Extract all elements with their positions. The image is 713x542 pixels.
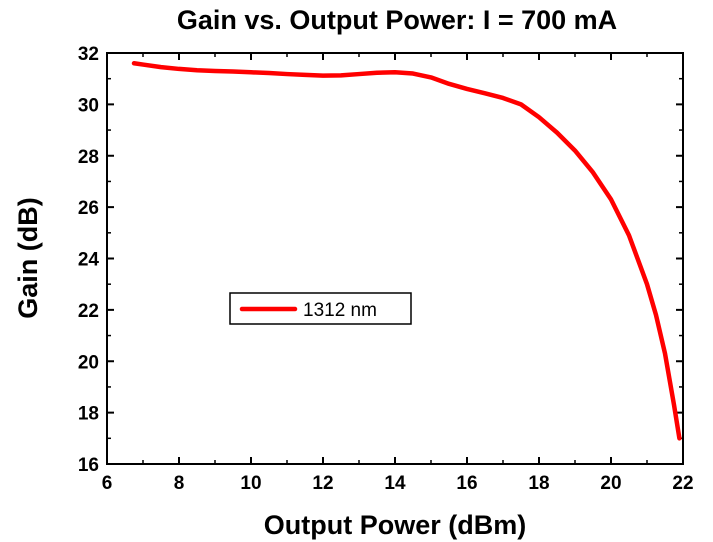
- x-tick-label: 16: [456, 473, 477, 494]
- plot-area: [106, 52, 684, 465]
- y-tick-label: 26: [78, 198, 99, 219]
- chart-title: Gain vs. Output Power: I = 700 mA: [177, 5, 617, 35]
- y-tick-label: 28: [78, 147, 99, 168]
- y-tick-label: 16: [78, 455, 99, 476]
- x-tick-label: 20: [600, 473, 621, 494]
- x-tick-label: 6: [102, 473, 113, 494]
- axis-ticks: 6 8 10 12 14 16 18 20 22 16 18 20 22 24 26 28 30 32: [78, 44, 694, 494]
- y-tick-label: 32: [78, 44, 99, 65]
- y-tick-label: 22: [78, 301, 99, 322]
- x-tick-label: 8: [174, 473, 185, 494]
- x-tick-label: 10: [240, 473, 261, 494]
- legend-label: 1312 nm: [303, 300, 377, 321]
- y-axis-label: Gain (dB): [13, 197, 43, 319]
- x-tick-label: 14: [384, 473, 406, 494]
- legend: 1312 nm: [229, 292, 412, 325]
- x-tick-label: 22: [672, 473, 693, 494]
- x-tick-label: 12: [312, 473, 333, 494]
- y-tick-label: 24: [78, 250, 100, 271]
- y-tick-label: 20: [78, 352, 99, 373]
- series-line-1312nm: [131, 61, 682, 441]
- y-tick-label: 18: [78, 404, 99, 425]
- x-tick-label: 18: [528, 473, 549, 494]
- x-axis-label: Output Power (dBm): [264, 510, 526, 540]
- y-tick-label: 30: [78, 95, 99, 116]
